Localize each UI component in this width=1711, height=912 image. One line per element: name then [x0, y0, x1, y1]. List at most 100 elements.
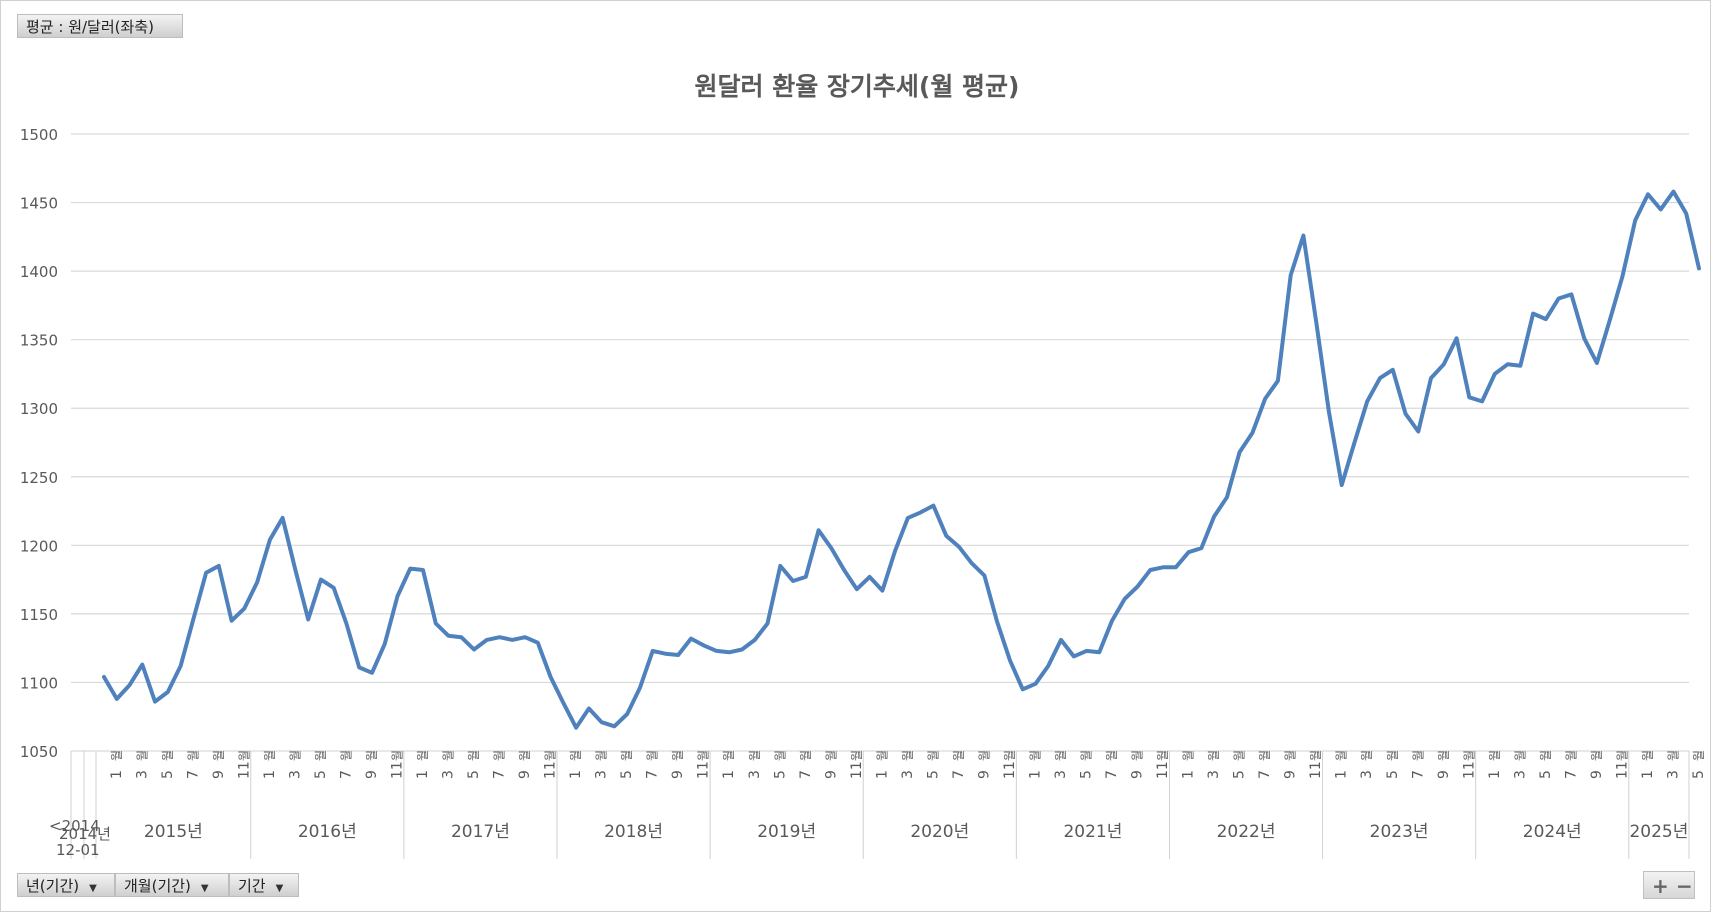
x-month-unit: 월 [824, 750, 838, 761]
x-month-unit: 월 [620, 750, 634, 761]
x-month-label: 3 [287, 770, 303, 779]
x-month-unit: 월 [442, 750, 456, 761]
x-month-unit: 월 [1666, 750, 1680, 761]
x-month-label: 3 [441, 770, 457, 779]
x-month-label: 7 [798, 770, 814, 779]
y-tick-label: 1450 [20, 195, 58, 213]
x-month-label: 7 [1104, 770, 1120, 779]
period-field-label: 기간 [238, 877, 266, 895]
x-month-label: 5 [160, 770, 176, 779]
x-axis: 2015년 2016년 2017년 2018년 2019년 2020년 2021년 2022년… [49, 750, 1707, 859]
y-tick-label: 1250 [20, 469, 58, 487]
x-year-label: 2019년 [757, 822, 816, 842]
y-tick-label: 1350 [20, 332, 58, 350]
x-month-unit: 월 [1590, 750, 1604, 761]
x-month-unit: 월 [467, 750, 481, 761]
x-month-label: 7 [1410, 770, 1426, 779]
x-month-unit: 월 [314, 750, 328, 761]
x-year-label: 2023년 [1370, 822, 1429, 842]
x-month-label: 3 [900, 770, 916, 779]
x-month-label: 7 [1563, 770, 1579, 779]
x-month-unit: 월 [416, 750, 430, 761]
x-month-label: 9 [670, 770, 686, 779]
x-year-label: 2024년 [1523, 822, 1582, 842]
x-month-label: 11 [543, 761, 559, 779]
x-month-unit: 월 [1233, 750, 1247, 761]
x-month-unit: 월 [288, 750, 302, 761]
x-month-label: 7 [951, 770, 967, 779]
x-month-label: 5 [313, 770, 329, 779]
x-month-label: 11 [389, 761, 405, 779]
series-line [102, 189, 1701, 730]
x-month-label: 1 [874, 770, 890, 779]
y-tick-label: 1500 [20, 126, 58, 144]
value-field-label: 평균 : 원/달러(좌축) [26, 18, 154, 36]
y-tick-label: 1150 [20, 606, 58, 624]
collapse-button[interactable]: − [1676, 874, 1693, 898]
value-field-button[interactable]: 평균 : 원/달러(좌축) [17, 14, 183, 38]
y-gridlines [71, 133, 1689, 752]
y-tick-label: 1200 [20, 537, 58, 555]
x-year-label: 2021년 [1063, 822, 1122, 842]
x-month-label: 11 [1614, 761, 1630, 779]
series-group [102, 189, 1701, 730]
x-month-unit: 월 [595, 750, 609, 761]
x-month-unit: 월 [697, 750, 711, 761]
x-month-unit: 월 [493, 750, 507, 761]
x-month-label: 3 [134, 770, 150, 779]
x-month-unit: 월 [1258, 750, 1272, 761]
x-month-label: 5 [925, 770, 941, 779]
x-month-unit: 월 [518, 750, 532, 761]
x-month-label: 1 [1334, 770, 1350, 779]
x-month-unit: 월 [365, 750, 379, 761]
x-month-label: 11 [1308, 761, 1324, 779]
x-month-label: 11 [1461, 761, 1477, 779]
y-axis-ticks: 1050 1100 1150 1200 1250 1300 1350 1400 1450 1500 [20, 126, 58, 761]
x-month-unit: 월 [1335, 750, 1349, 761]
x-month-label: 5 [1691, 770, 1707, 779]
x-month-unit: 월 [1207, 750, 1221, 761]
x-month-unit: 월 [1105, 750, 1119, 761]
x-month-unit: 월 [544, 750, 558, 761]
x-month-unit: 월 [1003, 750, 1017, 761]
x-year-label: 2017년 [451, 822, 510, 842]
expand-button[interactable]: + [1652, 874, 1669, 898]
x-month-label: 1 [1181, 770, 1197, 779]
x-month-label: 9 [364, 770, 380, 779]
x-month-unit: 월 [1080, 750, 1094, 761]
x-month-unit: 월 [263, 750, 277, 761]
x-month-unit: 월 [875, 750, 889, 761]
x-month-label: 9 [517, 770, 533, 779]
y-tick-label: 1300 [20, 400, 58, 418]
line-chart: 원달러 환율 장기추세(월 평균) 1050110011501200125013… [20, 72, 1707, 859]
year-field-button[interactable]: 년(기간) ▼ [17, 873, 115, 897]
x-month-label: 9 [823, 770, 839, 779]
x-month-unit: 월 [237, 750, 251, 761]
x-first-label-sub: 12-01 [56, 841, 100, 859]
x-month-unit: 월 [977, 750, 991, 761]
x-year-label: 2022년 [1217, 822, 1276, 842]
x-month-unit: 월 [1054, 750, 1068, 761]
x-month-label: 5 [1538, 770, 1554, 779]
x-year-label: 2015년 [144, 822, 203, 842]
x-month-unit: 월 [135, 750, 149, 761]
x-month-unit: 월 [1564, 750, 1578, 761]
x-month-unit: 월 [1692, 750, 1706, 761]
x-month-unit: 월 [569, 750, 583, 761]
x-month-label: 9 [1436, 770, 1452, 779]
zoom-control: + − [1643, 871, 1695, 899]
period-field-button[interactable]: 기간 ▼ [229, 873, 299, 897]
x-month-label: 9 [976, 770, 992, 779]
x-month-unit: 월 [1488, 750, 1502, 761]
year-field-label: 년(기간) [26, 877, 80, 895]
x-month-unit: 월 [1411, 750, 1425, 761]
x-month-unit: 월 [901, 750, 915, 761]
x-month-label: 1 [1027, 770, 1043, 779]
month-field-button[interactable]: 개월(기간) ▼ [115, 873, 229, 897]
x-month-unit: 월 [1386, 750, 1400, 761]
x-month-unit: 월 [1284, 750, 1298, 761]
x-month-unit: 월 [773, 750, 787, 761]
x-month-label: 7 [492, 770, 508, 779]
x-month-label: 5 [1079, 770, 1095, 779]
x-month-unit: 월 [722, 750, 736, 761]
